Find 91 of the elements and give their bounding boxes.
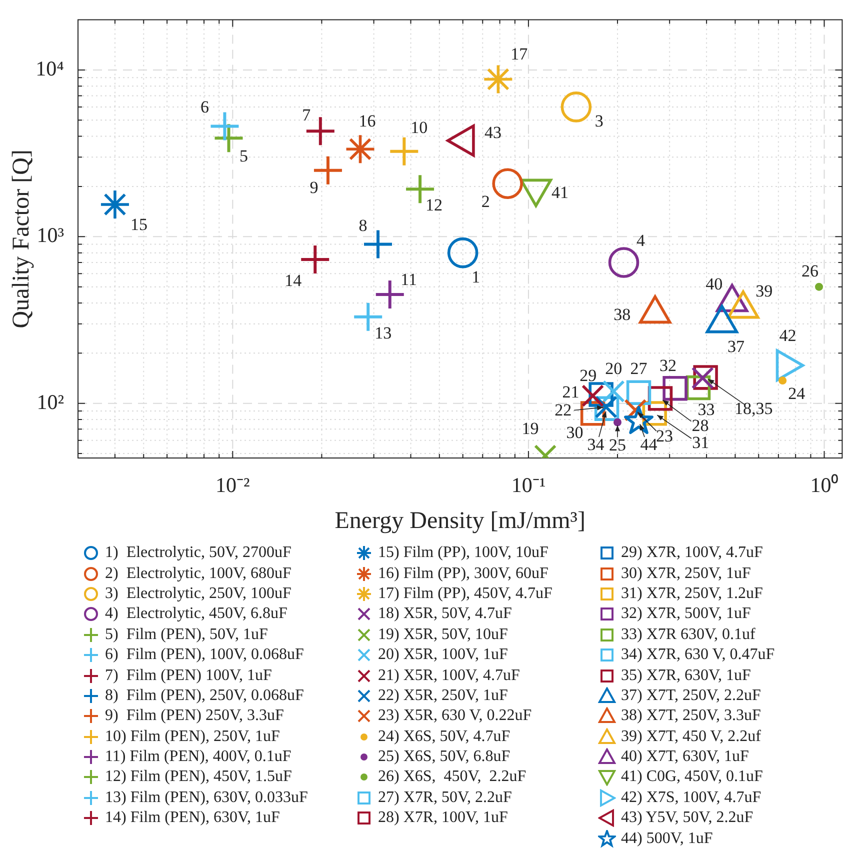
annotation: 23 [656, 426, 673, 446]
annotation: 37 [727, 336, 745, 356]
legend-label: 42) X7S, 100V, 4.7uF [621, 788, 762, 807]
x-tick-label: 10⁻² [216, 473, 250, 498]
annotation: 44 [640, 434, 658, 454]
y-tick-label: 10⁴ [36, 56, 64, 80]
legend-label: 43) Y5V, 50V, 2.2uF [621, 809, 754, 828]
annotation: 18,35 [734, 398, 773, 418]
x-tick-label: 10⁰ [810, 473, 838, 498]
legend-label: 34) X7R, 630 V, 0.47uF [621, 646, 775, 664]
legend-label: 18) X5R, 50V, 4.7uF [378, 605, 512, 624]
legend-label: 12) Film (PEN), 450V, 1.5uF [105, 768, 292, 786]
legend-label: 1) Electrolytic, 50V, 2700uF [105, 544, 292, 562]
legend-label: 21) X5R, 100V, 4.7uF [378, 666, 520, 685]
legend-label: 31) X7R, 250V, 1.2uF [621, 584, 763, 603]
legend-label: 25) X6S, 50V, 6.8uF [378, 748, 510, 766]
annotation: 22 [554, 400, 572, 420]
annotation: 43 [484, 123, 502, 142]
legend-label: 35) X7R, 630V, 1uF [621, 666, 751, 685]
y-tick-label: 10³ [36, 223, 64, 248]
annotation: 9 [310, 178, 318, 197]
annotation: 38 [614, 305, 631, 324]
annotation: 16 [358, 112, 376, 131]
annotation: 15 [130, 214, 148, 234]
x-axis-title: Energy Density [mJ/mm³] [334, 508, 586, 534]
legend-label: 28) X7R, 100V, 1uF [378, 809, 508, 828]
annotation: 17 [510, 44, 528, 64]
annotation: 12 [426, 196, 443, 215]
legend-label: 26) X6S, 450V, 2.2uF [378, 768, 526, 786]
annotation: 40 [706, 274, 723, 294]
legend-label: 7) Film (PEN) 100V, 1uF [105, 666, 272, 685]
legend-label: 2) Electrolytic, 100V, 680uF [105, 564, 292, 583]
annotation: 14 [284, 270, 302, 290]
legend-label: 27) X7R, 50V, 2.2uF [378, 788, 512, 807]
annotation: 13 [374, 323, 392, 342]
legend-label: 22) X5R, 250V, 1uF [378, 686, 508, 705]
legend-label: 24) X6S, 50V, 4.7uF [378, 728, 510, 746]
legend-label: 29) X7R, 100V, 4.7uF [621, 544, 763, 562]
legend-label: 4) Electrolytic, 450V, 6.8uF [105, 605, 288, 624]
annotation: 32 [660, 356, 677, 375]
annotation: 1 [472, 267, 480, 286]
annotation: 42 [779, 326, 796, 345]
annotation: 20 [605, 358, 622, 378]
legend-label: 5) Film (PEN), 50V, 1uF [105, 626, 268, 644]
legend-label: 33) X7R 630V, 0.1uf [621, 626, 756, 644]
annotation: 6 [200, 98, 209, 117]
legend-label: 17) Film (PP), 450V, 4.7uF [378, 584, 552, 603]
legend-label: 44) 500V, 1uF [621, 830, 713, 848]
legend-label: 23) X5R, 630 V, 0.22uF [378, 707, 532, 726]
annotation: 26 [802, 261, 818, 280]
annotation: 4 [636, 230, 646, 250]
annotation: 5 [240, 146, 248, 166]
x-tick-label: 10⁻¹ [511, 473, 546, 498]
annotation: 3 [594, 111, 604, 130]
annotation: 10 [410, 118, 428, 137]
annotation: 25 [608, 436, 626, 455]
legend-label: 20) X5R, 100V, 1uF [378, 646, 508, 664]
legend-label: 6) Film (PEN), 100V, 0.068uF [105, 646, 304, 664]
legend-label: 15) Film (PP), 100V, 10uF [378, 544, 548, 562]
legend-label: 19) X5R, 50V, 10uF [378, 626, 508, 644]
legend-label: 37) X7T, 250V, 2.2uF [621, 686, 761, 705]
annotation: 30 [566, 422, 584, 442]
legend-label: 16) Film (PP), 300V, 60uF [378, 564, 548, 583]
annotation: 19 [522, 419, 539, 438]
y-tick-label: 10² [36, 390, 64, 414]
legend-label: 30) X7R, 250V, 1uF [621, 564, 751, 583]
legend-label: 14) Film (PEN), 630V, 1uF [105, 809, 280, 828]
legend-label: 8) Film (PEN), 250V, 0.068uF [105, 686, 304, 705]
annotation: 31 [692, 432, 710, 452]
annotation: 21 [562, 382, 580, 402]
annotation: 11 [400, 270, 418, 289]
annotation: 41 [551, 183, 568, 202]
y-axis-title: Quality Factor [Q] [8, 150, 35, 328]
annotation: 8 [358, 216, 368, 235]
annotation: 24 [788, 384, 806, 404]
legend-label: 3) Electrolytic, 250V, 100uF [105, 584, 292, 603]
annotation: 29 [580, 366, 597, 385]
legend-label: 39) X7T, 450 V, 2.2uf [621, 728, 761, 746]
annotation: 27 [630, 359, 648, 378]
legend-label: 40) X7T, 630V, 1uF [621, 748, 749, 766]
legend-label: 10) Film (PEN), 250V, 1uF [105, 728, 280, 746]
legend-label: 38) X7T, 250V, 3.3uF [621, 707, 761, 726]
annotation: 7 [302, 106, 312, 125]
legend-label: 9) Film (PEN) 250V, 3.3uF [105, 707, 284, 726]
annotation: 2 [481, 192, 490, 212]
annotation: 34 [587, 435, 605, 454]
legend-label: 13) Film (PEN), 630V, 0.033uF [105, 788, 308, 807]
legend-label: 11) Film (PEN), 400V, 0.1uF [105, 748, 292, 766]
legend-label: 32) X7R, 500V, 1uF [621, 605, 751, 624]
legend-label: 41) C0G, 450V, 0.1uF [621, 768, 763, 786]
annotation: 39 [756, 281, 773, 300]
